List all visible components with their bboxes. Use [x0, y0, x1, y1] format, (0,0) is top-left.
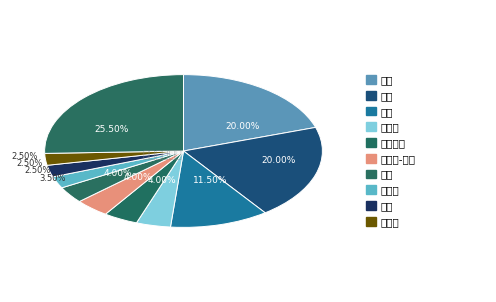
Text: 3.50%: 3.50%	[40, 174, 66, 183]
Wedge shape	[53, 151, 184, 188]
Text: 2.50%: 2.50%	[16, 159, 43, 168]
Text: 2.50%: 2.50%	[25, 166, 51, 175]
Legend: 大陆, 博世, 电装, 德尔福, 日立汽车, 采埃孚-天合, 博泽, 法雷奥, 爱信, 马瑞利: 大陆, 博世, 电装, 德尔福, 日立汽车, 采埃孚-天合, 博泽, 法雷奥, …	[363, 71, 419, 231]
Text: 25.50%: 25.50%	[95, 125, 129, 134]
Wedge shape	[47, 151, 184, 177]
Text: 4.00%: 4.00%	[103, 169, 132, 178]
Wedge shape	[45, 75, 184, 153]
Wedge shape	[106, 151, 184, 223]
Text: 中国产业信息: 中国产业信息	[143, 150, 183, 160]
Wedge shape	[184, 75, 315, 151]
Wedge shape	[45, 151, 184, 165]
Wedge shape	[62, 151, 184, 201]
Wedge shape	[136, 151, 184, 227]
Wedge shape	[79, 151, 184, 214]
Text: 20.00%: 20.00%	[261, 156, 296, 165]
Text: 4.00%: 4.00%	[147, 176, 176, 185]
Text: 4.00%: 4.00%	[124, 173, 152, 182]
Text: 2.50%: 2.50%	[11, 152, 38, 161]
Wedge shape	[171, 151, 265, 227]
Wedge shape	[184, 127, 322, 213]
Text: 11.50%: 11.50%	[192, 176, 227, 185]
Text: 20.00%: 20.00%	[225, 122, 259, 131]
